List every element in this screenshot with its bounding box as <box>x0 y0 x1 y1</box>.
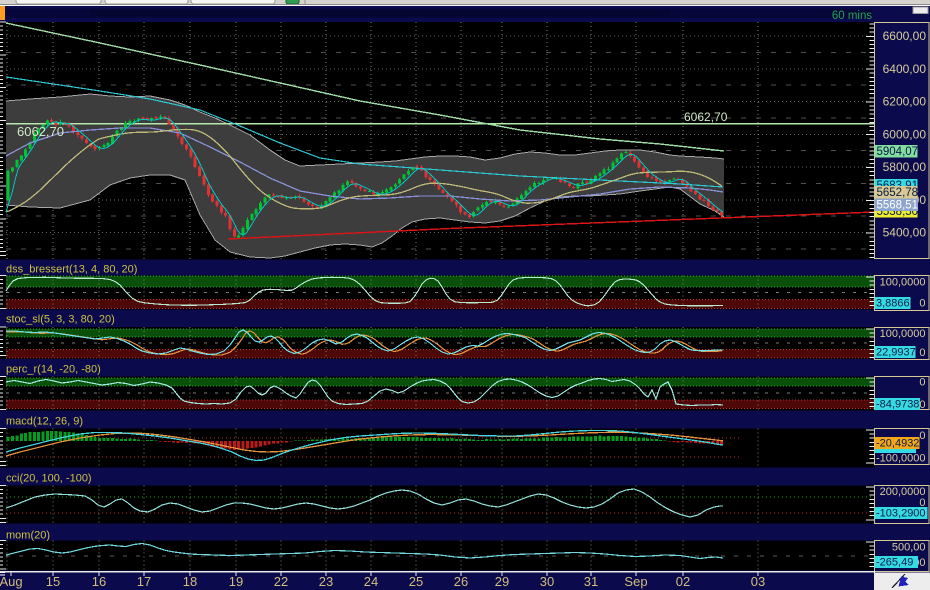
svg-text:02: 02 <box>676 574 690 589</box>
svg-text:60 mins: 60 mins <box>832 10 873 22</box>
svg-text:100,0000: 100,0000 <box>880 328 926 340</box>
svg-text:3,8866: 3,8866 <box>876 298 910 310</box>
svg-text:29: 29 <box>495 574 509 589</box>
svg-text:26: 26 <box>454 574 468 589</box>
svg-text:5800,00: 5800,00 <box>883 160 927 174</box>
svg-text:-100,0000: -100,0000 <box>876 453 926 465</box>
svg-text:03: 03 <box>751 574 765 589</box>
svg-text:22: 22 <box>274 574 288 589</box>
svg-text:-20,4932: -20,4932 <box>876 438 919 450</box>
svg-text:5568,51: 5568,51 <box>877 200 919 212</box>
svg-text:cci(20, 100, -100): cci(20, 100, -100) <box>6 473 92 485</box>
svg-text:mom(20): mom(20) <box>6 530 50 542</box>
svg-text:5400,00: 5400,00 <box>883 226 927 240</box>
svg-text:100,0000: 100,0000 <box>880 277 926 289</box>
svg-text:6200,00: 6200,00 <box>883 95 927 109</box>
svg-text:dss_bressert(13, 4, 80, 20): dss_bressert(13, 4, 80, 20) <box>6 264 137 276</box>
svg-text:25: 25 <box>409 574 423 589</box>
svg-text:30: 30 <box>540 574 554 589</box>
svg-text:6600,00: 6600,00 <box>883 29 927 43</box>
svg-text:-265,49: -265,49 <box>876 557 913 569</box>
svg-text:22,9937: 22,9937 <box>876 347 916 359</box>
svg-text:Sep: Sep <box>624 574 647 589</box>
svg-text:5904,07: 5904,07 <box>877 146 919 158</box>
svg-text:0: 0 <box>919 430 925 442</box>
svg-text:macd(12, 26, 9): macd(12, 26, 9) <box>6 416 83 428</box>
svg-text:18: 18 <box>183 574 197 589</box>
svg-text:23: 23 <box>319 574 333 589</box>
svg-text:0: 0 <box>919 347 925 359</box>
svg-text:500,00: 500,00 <box>892 542 926 554</box>
svg-text:6400,00: 6400,00 <box>883 62 927 76</box>
svg-text:16: 16 <box>92 574 106 589</box>
svg-text:200,0000: 200,0000 <box>880 486 926 498</box>
svg-text:stoc_sl(5, 3, 3, 80, 20): stoc_sl(5, 3, 3, 80, 20) <box>6 314 115 326</box>
svg-text:perc_r(14, -20, -80): perc_r(14, -20, -80) <box>6 364 101 376</box>
svg-text:-84,9738: -84,9738 <box>876 399 919 411</box>
svg-text:6062,70: 6062,70 <box>17 124 64 139</box>
svg-text:17: 17 <box>137 574 151 589</box>
svg-text:0: 0 <box>919 377 925 389</box>
svg-text:6000,00: 6000,00 <box>883 127 927 141</box>
svg-text:-103,2900: -103,2900 <box>876 508 926 520</box>
svg-text:Aug: Aug <box>0 574 23 589</box>
svg-text:6062,70: 6062,70 <box>684 110 728 124</box>
svg-text:15: 15 <box>46 574 60 589</box>
svg-text:0: 0 <box>919 298 925 310</box>
svg-text:0: 0 <box>919 497 925 509</box>
svg-text:24: 24 <box>364 574 378 589</box>
svg-text:5652,78: 5652,78 <box>877 187 919 199</box>
svg-text:19: 19 <box>229 574 243 589</box>
svg-text:31: 31 <box>584 574 598 589</box>
